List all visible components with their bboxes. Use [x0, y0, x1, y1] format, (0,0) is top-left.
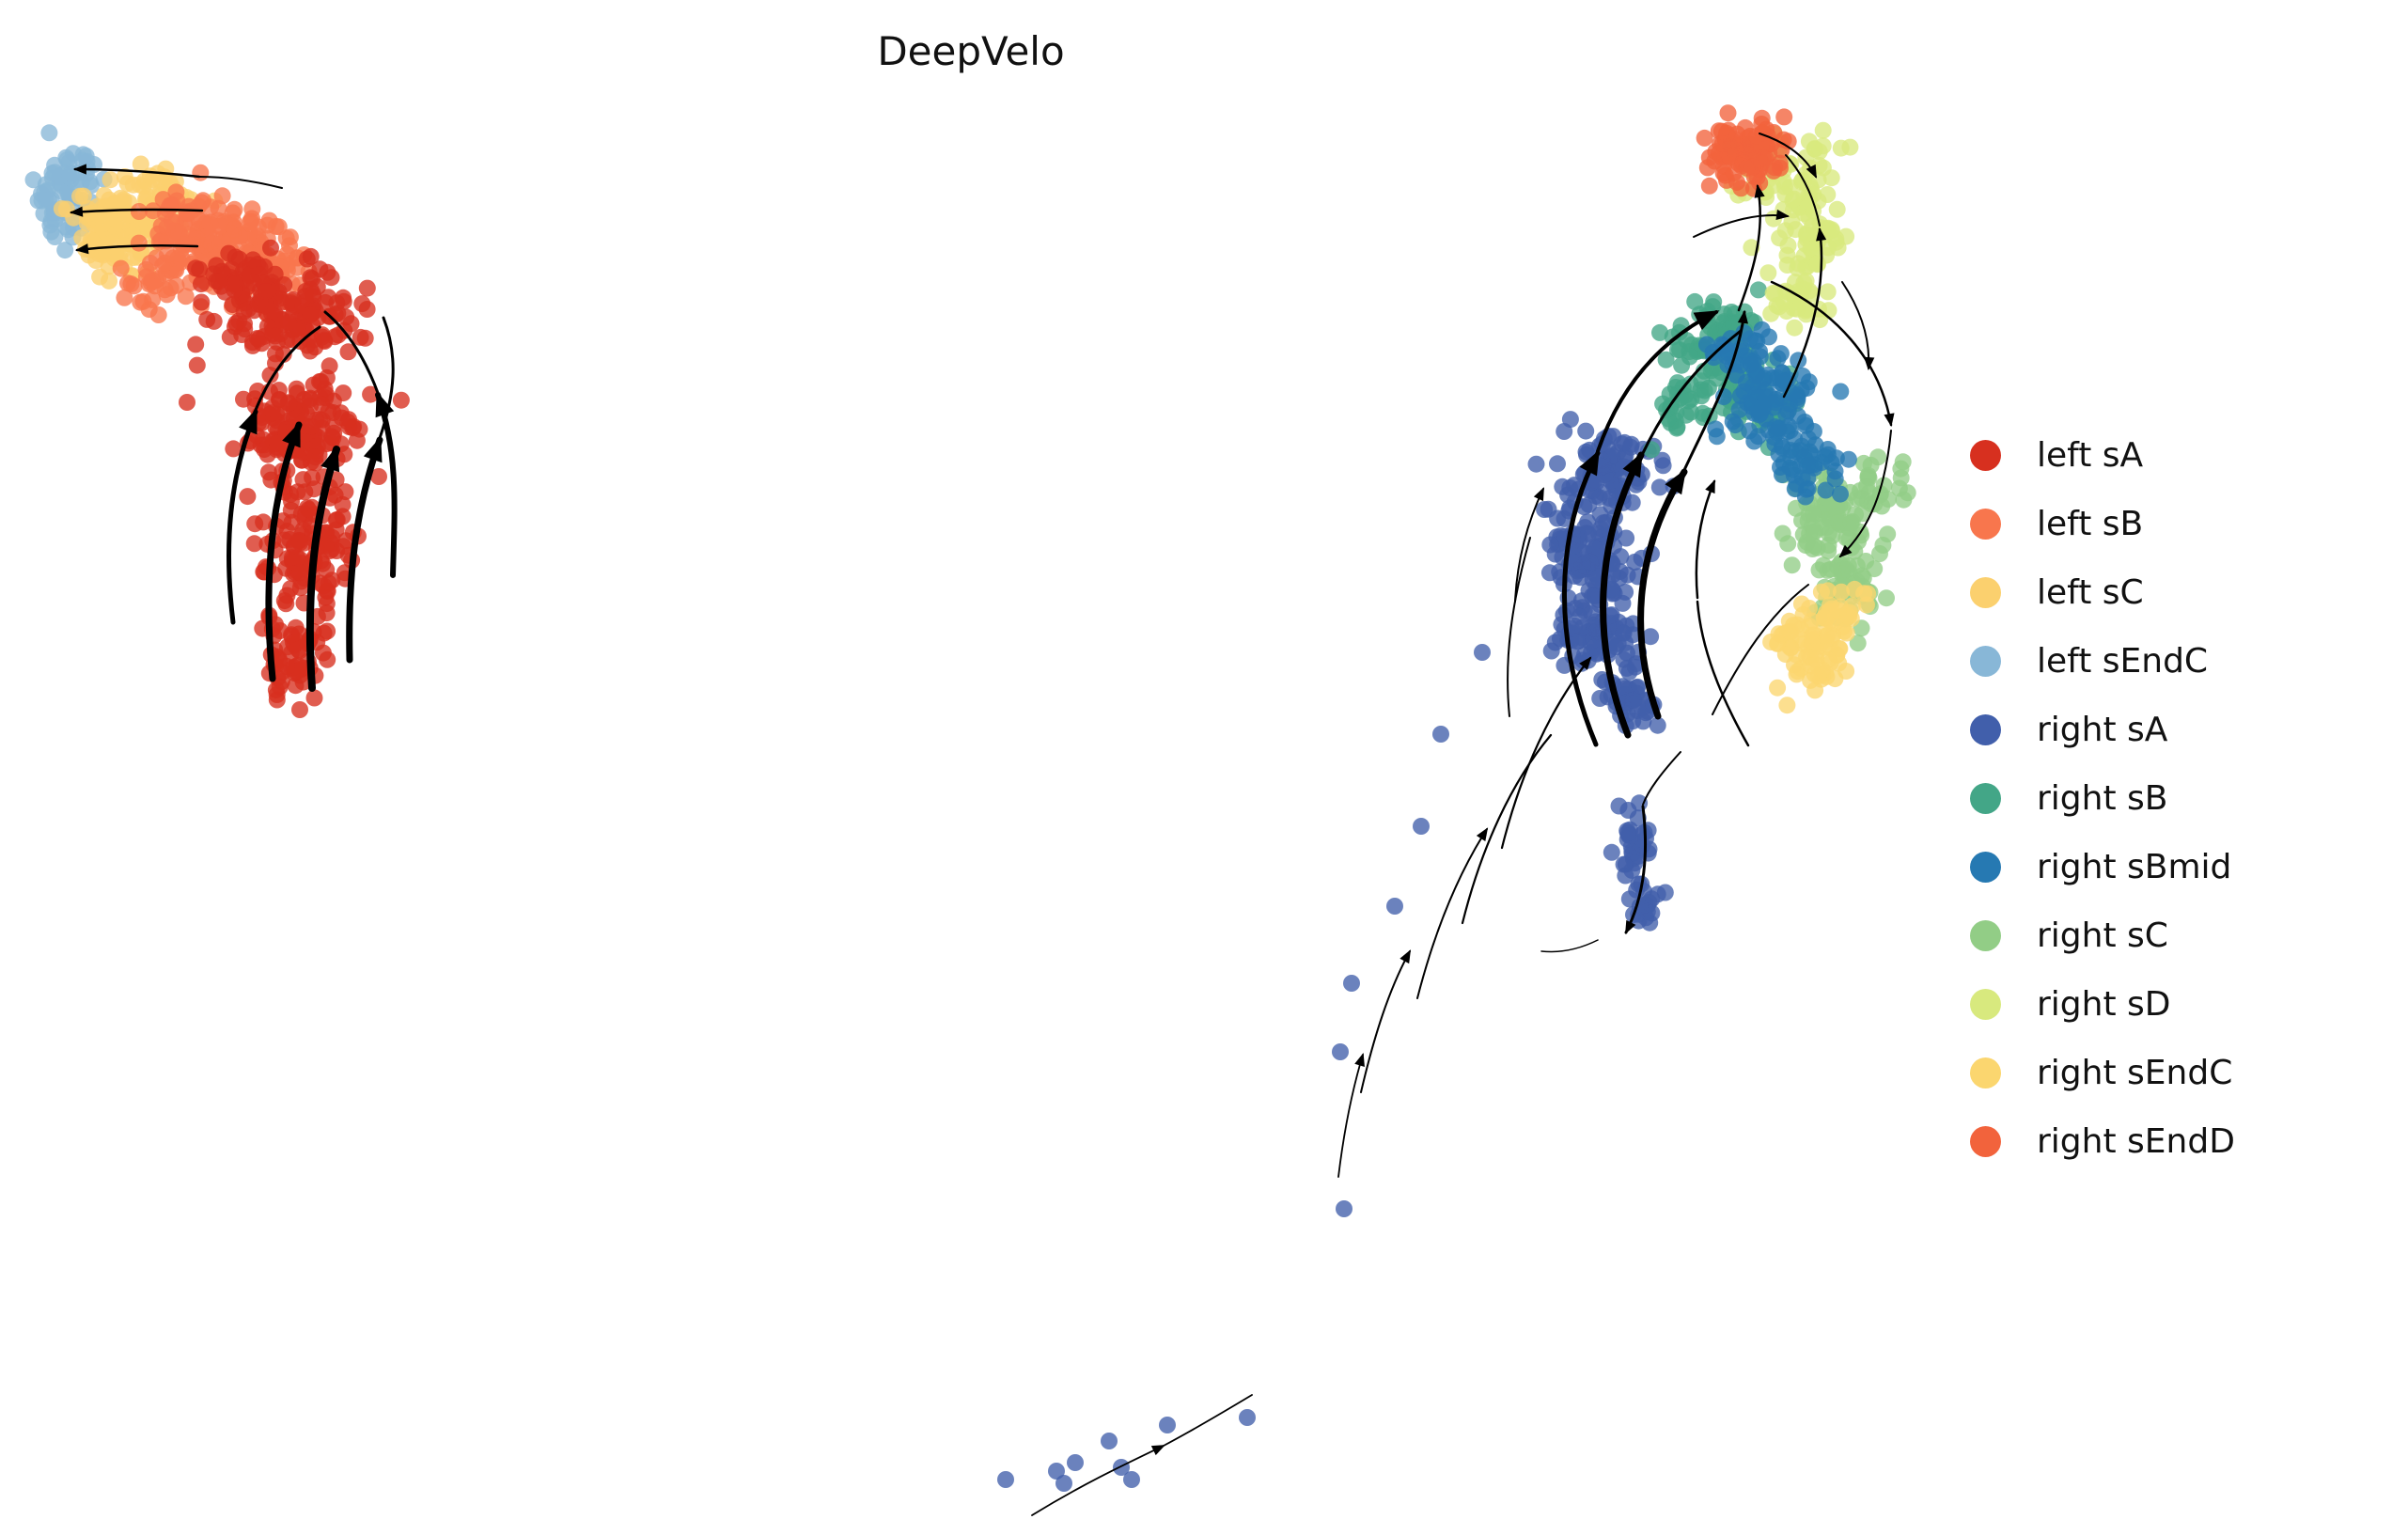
streamline — [1782, 227, 1827, 399]
streamline — [378, 316, 395, 440]
legend-label: left sC — [2037, 573, 2144, 612]
streamline — [1693, 209, 1790, 238]
legend-dot-icon — [1970, 714, 2001, 745]
streamline — [1600, 451, 1645, 739]
legend-dot-icon — [1970, 1126, 2001, 1157]
streamline — [1540, 939, 1599, 953]
streamline — [69, 206, 204, 217]
streamline — [1642, 751, 1681, 806]
legend-item-right-sc: right sC — [1970, 901, 2235, 970]
streamline — [346, 436, 383, 664]
streamline — [1507, 537, 1531, 717]
streamline — [1031, 1445, 1165, 1516]
legend-dot-icon — [1970, 1057, 2001, 1089]
legend-label: right sC — [2037, 916, 2168, 955]
streamline — [1514, 487, 1544, 603]
streamline — [1759, 133, 1817, 179]
cluster-left-sA — [179, 239, 410, 718]
legend-label: left sA — [2037, 436, 2144, 475]
legend-dot-icon — [1970, 577, 2001, 608]
legend-item-left-sendc: left sEndC — [1970, 627, 2235, 696]
legend-item-right-sb: right sB — [1970, 764, 2235, 833]
legend-label: right sA — [2037, 711, 2168, 749]
streamline — [1712, 584, 1809, 715]
streamline — [1737, 183, 1765, 312]
streamline — [1416, 827, 1489, 999]
streamline — [72, 164, 201, 179]
cluster-right-sEndD — [1696, 104, 1797, 197]
streamline — [1695, 479, 1716, 600]
legend-dot-icon — [1970, 783, 2001, 814]
cluster-right-sBmid — [1698, 321, 1857, 506]
streamline — [1163, 1394, 1253, 1447]
streamline — [74, 243, 199, 255]
streamline — [375, 391, 398, 578]
streamline — [1360, 949, 1412, 1093]
streamline — [305, 446, 340, 692]
legend-label: left sB — [2037, 505, 2144, 543]
streamline — [254, 325, 321, 412]
legend-label: left sEndC — [2037, 642, 2209, 681]
legend-label: right sB — [2037, 779, 2168, 818]
legend-label: right sD — [2037, 985, 2171, 1024]
chart-title: DeepVelo — [877, 28, 1065, 74]
legend-item-right-sendc: right sEndC — [1970, 1039, 2235, 1107]
streamline — [1785, 154, 1821, 227]
streamline — [1841, 281, 1875, 371]
legend-item-right-sbmid: right sBmid — [1970, 833, 2235, 901]
legend: left sA left sB left sC left sEndC right… — [1970, 421, 2235, 1176]
cluster-right-sD — [1722, 121, 1859, 337]
legend-dot-icon — [1970, 852, 2001, 883]
streamline — [1596, 310, 1720, 453]
legend-item-right-sendd: right sEndD — [1970, 1107, 2235, 1176]
legend-dot-icon — [1970, 989, 2001, 1020]
legend-item-left-sb: left sB — [1970, 490, 2235, 558]
velocity-streamlines-layer — [69, 133, 1895, 1516]
legend-item-right-sa: right sA — [1970, 696, 2235, 764]
streamline — [1337, 1052, 1365, 1178]
streamline — [1682, 309, 1748, 472]
streamline — [1461, 733, 1553, 925]
streamline — [1624, 805, 1648, 934]
streamline — [1562, 449, 1601, 747]
cluster-right-sEndC — [1762, 580, 1877, 714]
streamline — [198, 176, 283, 189]
streamline — [1641, 329, 1743, 455]
scatter-points-layer — [24, 104, 1916, 1492]
streamline — [1838, 430, 1892, 558]
legend-label: right sEndD — [2037, 1122, 2235, 1161]
legend-item-left-sa: left sA — [1970, 421, 2235, 490]
legend-dot-icon — [1970, 509, 2001, 540]
streamline — [1637, 468, 1688, 720]
legend-dot-icon — [1970, 440, 2001, 471]
legend-item-right-sd: right sD — [1970, 970, 2235, 1039]
streamline — [265, 421, 303, 682]
streamline — [226, 408, 258, 625]
legend-item-left-sc: left sC — [1970, 558, 2235, 627]
legend-dot-icon — [1970, 646, 2001, 677]
cluster-right-sA — [997, 411, 1682, 1492]
legend-label: right sEndC — [2037, 1054, 2233, 1092]
legend-dot-icon — [1970, 920, 2001, 951]
legend-label: right sBmid — [2037, 848, 2232, 886]
streamline — [323, 310, 380, 395]
streamline — [1500, 656, 1592, 850]
streamline — [1696, 600, 1750, 747]
streamline — [1770, 280, 1895, 428]
